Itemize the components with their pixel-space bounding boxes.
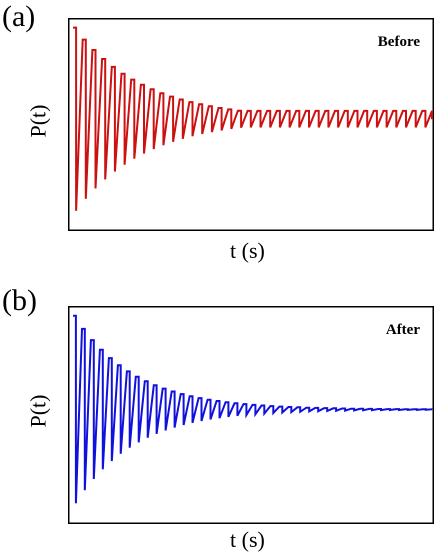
x-axis-label-a: t (s) xyxy=(230,238,265,263)
y-axis-label-b: P(t) xyxy=(25,394,51,428)
panel-label-a: (a) xyxy=(2,0,36,33)
series-line-b xyxy=(73,314,433,504)
y-axis-label-a: P(t) xyxy=(25,104,51,138)
panel-tag-a: Before xyxy=(378,34,421,50)
series-line-a xyxy=(73,26,433,211)
panel-tag-b: After xyxy=(386,322,420,338)
x-axis-label-b: t (s) xyxy=(230,527,265,552)
plot-frame-b xyxy=(68,306,434,524)
plot-frame-a xyxy=(68,18,434,231)
chart-a: Before xyxy=(68,18,434,231)
panel-label-b: (b) xyxy=(2,284,37,317)
chart-b: After xyxy=(68,306,434,524)
